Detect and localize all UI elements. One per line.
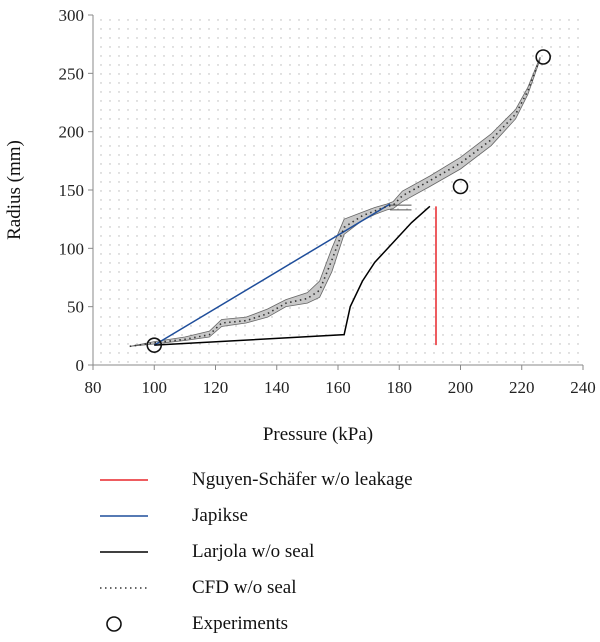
y-tick-label: 50 [67,298,84,317]
legend-swatch [100,479,148,481]
x-tick-label: 220 [509,378,535,397]
legend-item-larjola-w-o-seal: Larjola w/o seal [100,534,520,570]
plot-area-grid [93,15,583,365]
y-tick-label: 150 [59,181,85,200]
series-line-japikse [153,203,391,346]
legend-item-cfd-w-o-seal: CFD w/o seal [100,570,520,606]
y-axis-title: Radius (mm) [4,140,25,240]
chart: 80 100 120 140 160 180 200 220 240 0 50 100 150 200 25… [4,6,596,445]
x-tick-label: 180 [387,378,413,397]
legend-swatch [100,551,148,553]
legend: Nguyen-Schäfer w/o leakage Japikse Larjola… [100,462,520,642]
legend-item-nguyen-sch-fer-w-o-leakage: Nguyen-Schäfer w/o leakage [100,462,520,498]
cfd-band [129,56,541,347]
legend-label: Nguyen-Schäfer w/o leakage [192,469,413,490]
x-axis-title: Pressure (kPa) [263,424,373,445]
x-tick-label: 80 [85,378,102,397]
legend-item-experiments: Experiments [100,606,520,642]
x-tick-label: 100 [142,378,168,397]
legend-swatch [100,515,148,517]
x-tick-label: 160 [325,378,351,397]
legend-label: Japikse [192,505,248,526]
y-tick-label: 200 [59,123,85,142]
experiment-point [452,178,469,195]
x-tick-label: 140 [264,378,290,397]
legend-label: Larjola w/o seal [192,541,315,562]
y-tick-label: 100 [59,239,85,258]
legend-label: CFD w/o seal [192,577,297,598]
x-tick-label: 200 [448,378,474,397]
legend-label: Experiments [192,613,289,634]
experiment-point [146,337,163,353]
legend-swatch [100,587,148,589]
series-line-cfd-w-o-seal [129,57,541,348]
x-tick-label: 240 [570,378,596,397]
legend-swatch [106,616,122,632]
y-tick-label: 0 [76,356,85,375]
legend-item-japikse: Japikse [100,498,520,534]
y-tick-label: 250 [59,64,85,83]
x-tick-label: 120 [203,378,229,397]
y-tick-label: 300 [59,6,85,25]
experiment-point [535,49,551,65]
series-line-larjola-w-o-seal [154,205,431,346]
